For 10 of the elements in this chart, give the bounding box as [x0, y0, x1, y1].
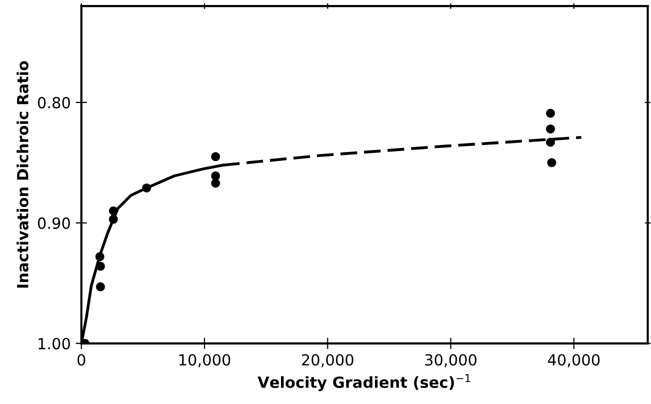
x-tick-label: 0 — [78, 354, 86, 366]
x-tick-label: 40,000 — [548, 354, 600, 368]
y-tick-label: 0.90 — [38, 217, 70, 229]
x-tick-label: 30,000 — [425, 354, 476, 368]
x-tick-label: 10,000 — [179, 354, 230, 368]
x-axis-title: Velocity Gradient (sec)$^{−1}$ — [258, 374, 470, 392]
x-tick-label: 20,000 — [302, 354, 354, 368]
y-tick-label: 0.80 — [38, 96, 70, 108]
y-tick-label: 1.00 — [38, 338, 70, 350]
y-axis-title: Inactivation Dichroic Ratio — [16, 61, 28, 288]
